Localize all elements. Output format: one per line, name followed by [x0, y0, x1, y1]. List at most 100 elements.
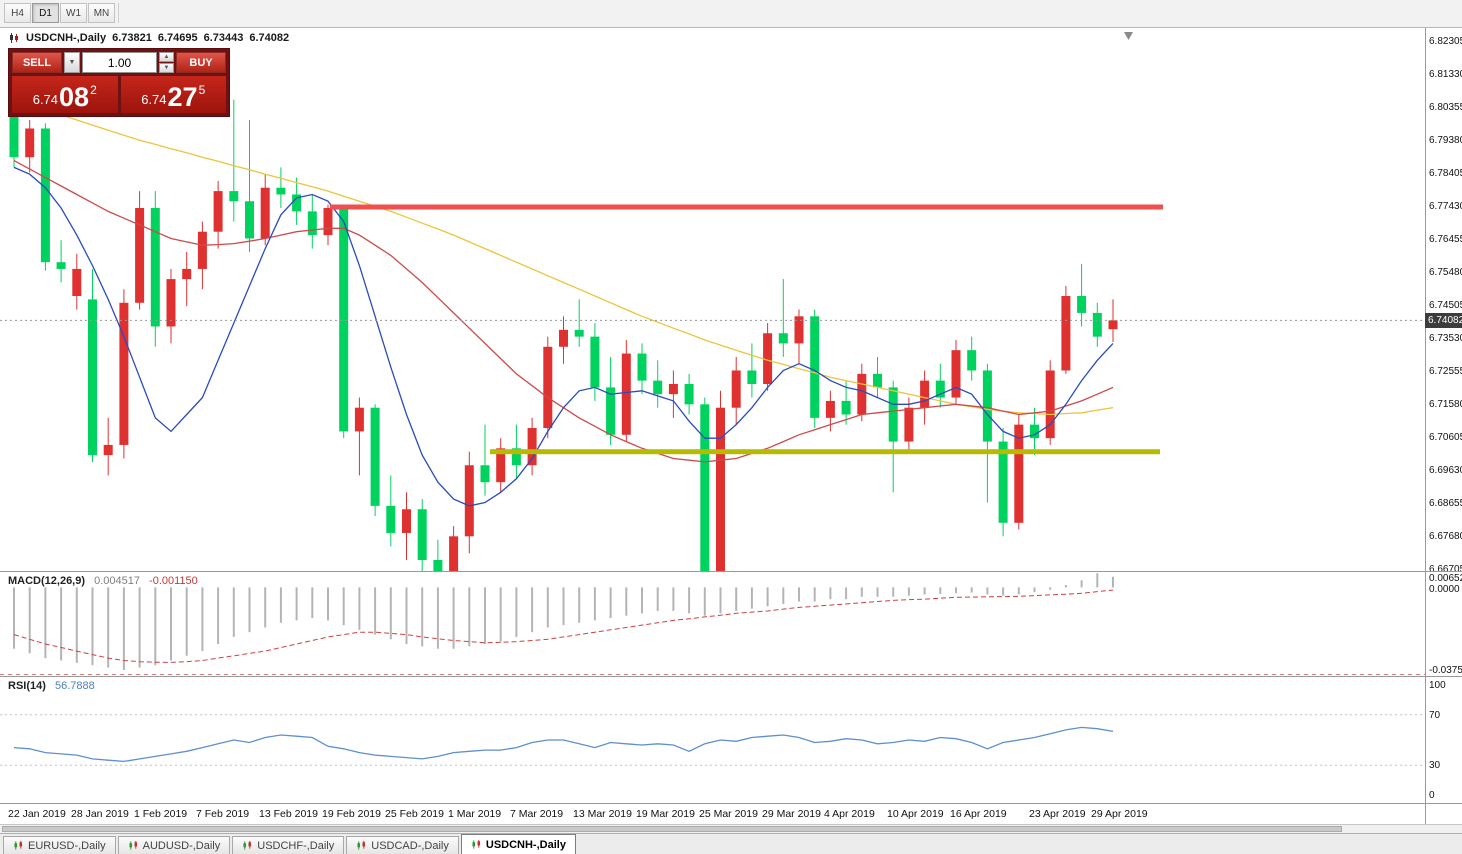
chart-ohlc-header: USDCNH-,Daily 6.73821 6.74695 6.73443 6.… [8, 31, 289, 45]
candle-body [559, 329, 568, 347]
volume-dropdown-button[interactable]: ▼ [64, 52, 80, 73]
tab-chart-icon [243, 840, 252, 850]
tab-chart-icon [472, 839, 480, 849]
price-axis-label: 6.67680 [1429, 531, 1462, 542]
price-axis-label: 6.74505 [1429, 300, 1462, 311]
rsi-axis-30: 30 [1429, 760, 1441, 771]
scrollbar-thumb[interactable] [2, 826, 1342, 832]
candle-body [873, 373, 882, 388]
candle-body [276, 187, 286, 195]
tab-usdchf[interactable]: USDCHF-,Daily [232, 836, 345, 854]
candle-body [1108, 320, 1118, 330]
candle-body [731, 370, 741, 408]
tab-usdcnh[interactable]: USDCNH-,Daily [460, 834, 576, 854]
macd-signal-line [13, 589, 1114, 663]
scroll-end-marker [1124, 32, 1133, 40]
rsi-label: RSI(14) 56.7888 [8, 680, 95, 692]
ohlc-open: 6.73821 [112, 32, 152, 44]
candle-body [245, 201, 254, 239]
panel-separator[interactable] [0, 571, 1462, 572]
tab-eurusd[interactable]: EURUSD-,Daily [3, 836, 116, 854]
panel-separator[interactable] [0, 676, 1462, 677]
tab-usdcad[interactable]: USDCAD-,Daily [346, 836, 459, 854]
volume-up-button[interactable]: ▲ [159, 52, 174, 62]
candle-body [606, 387, 616, 435]
candle-body [150, 208, 160, 327]
rsi-name: RSI(14) [8, 680, 46, 692]
chart-title: USDCNH-,Daily [26, 32, 107, 44]
one-click-trading-panel: SELL ▼ ▲ ▼ BUY 6.74 08 2 6.74 27 5 [8, 48, 230, 117]
candle-body [511, 448, 521, 466]
timeframe-toolbar: H4 D1 W1 MN [0, 0, 1462, 28]
ma-slow-yellow-line [13, 99, 1114, 416]
price-axis-label: 6.77430 [1429, 201, 1462, 212]
panel-separator[interactable] [0, 803, 1462, 804]
candle-body [1045, 370, 1055, 439]
candle-body [119, 302, 129, 445]
macd-indicator-chart[interactable] [0, 572, 1425, 676]
chart-symbol-icon [8, 32, 20, 44]
bid-big-digits: 08 [59, 82, 90, 112]
date-axis-label: 1 Mar 2019 [448, 808, 502, 820]
candle-body [213, 191, 223, 232]
tab-audusd[interactable]: AUDUSD-,Daily [117, 836, 231, 854]
candle-body [841, 400, 851, 415]
candle-body [496, 448, 506, 483]
candle-body [135, 208, 145, 303]
timeframe-mn-button[interactable]: MN [88, 3, 115, 23]
sell-button[interactable]: SELL [12, 52, 62, 73]
ohlc-low: 6.73443 [203, 32, 244, 44]
candle-body [527, 428, 537, 466]
date-axis-label: 22 Jan 2019 [8, 808, 66, 820]
macd-axis-max: 0.006522 [1429, 573, 1462, 584]
tab-label: AUDUSD-,Daily [142, 839, 221, 852]
candle-body [653, 380, 663, 395]
tab-label: USDCHF-,Daily [257, 839, 335, 852]
timeframe-w1-button[interactable]: W1 [60, 3, 87, 23]
candle-body [25, 128, 35, 158]
candle-body [982, 370, 992, 442]
volume-down-button[interactable]: ▼ [159, 63, 174, 73]
time-axis[interactable]: 22 Jan 2019 28 Jan 2019 1 Feb 2019 7 Feb 20… [0, 804, 1425, 824]
buy-button[interactable]: BUY [176, 52, 226, 73]
macd-histogram [13, 573, 1114, 670]
price-axis-label: 6.76455 [1429, 234, 1462, 245]
main-price-chart[interactable] [0, 28, 1425, 571]
volume-input[interactable] [82, 52, 157, 73]
candle-body [354, 407, 364, 432]
price-axis-label: 6.66705 [1429, 564, 1462, 575]
date-axis-label: 16 Apr 2019 [950, 808, 1007, 820]
current-price-badge: 6.74082 [1425, 313, 1462, 328]
tab-chart-icon [14, 840, 23, 850]
date-axis-label: 4 Apr 2019 [824, 808, 875, 820]
rsi-axis-70: 70 [1429, 710, 1441, 721]
price-axis[interactable]: 0.006522 0.0000 -0.03757 100 70 30 0 6.8… [1425, 27, 1462, 824]
bid-price[interactable]: 6.74 08 2 [12, 76, 118, 113]
candle-body [778, 333, 788, 344]
price-axis-label: 6.69630 [1429, 465, 1462, 476]
timeframe-h4-button[interactable]: H4 [4, 3, 31, 23]
volume-stepper: ▲ ▼ [159, 52, 174, 73]
ask-price[interactable]: 6.74 27 5 [120, 76, 226, 113]
date-axis-label: 7 Mar 2019 [510, 808, 564, 820]
rsi-axis-100: 100 [1429, 680, 1446, 691]
ask-prefix: 6.74 [141, 92, 167, 107]
candle-body [260, 187, 270, 239]
date-axis-label: 29 Apr 2019 [1091, 808, 1148, 820]
candle-body [197, 231, 207, 269]
horizontal-scrollbar[interactable] [0, 824, 1462, 833]
date-axis-label: 13 Feb 2019 [259, 808, 318, 820]
price-axis-label: 6.80355 [1429, 102, 1462, 113]
date-axis-label: 25 Mar 2019 [699, 808, 758, 820]
resistance-line[interactable] [330, 204, 1163, 210]
candle-body [1061, 296, 1071, 371]
rsi-indicator-chart[interactable] [0, 677, 1425, 803]
candle-body [684, 384, 694, 405]
timeframe-d1-button[interactable]: D1 [32, 3, 59, 23]
ask-pipette: 5 [198, 83, 206, 97]
price-axis-label: 6.79380 [1429, 135, 1462, 146]
candle-body [402, 509, 411, 533]
ohlc-high: 6.74695 [157, 32, 198, 44]
support-line[interactable] [490, 449, 1160, 455]
candle-body [229, 191, 239, 202]
